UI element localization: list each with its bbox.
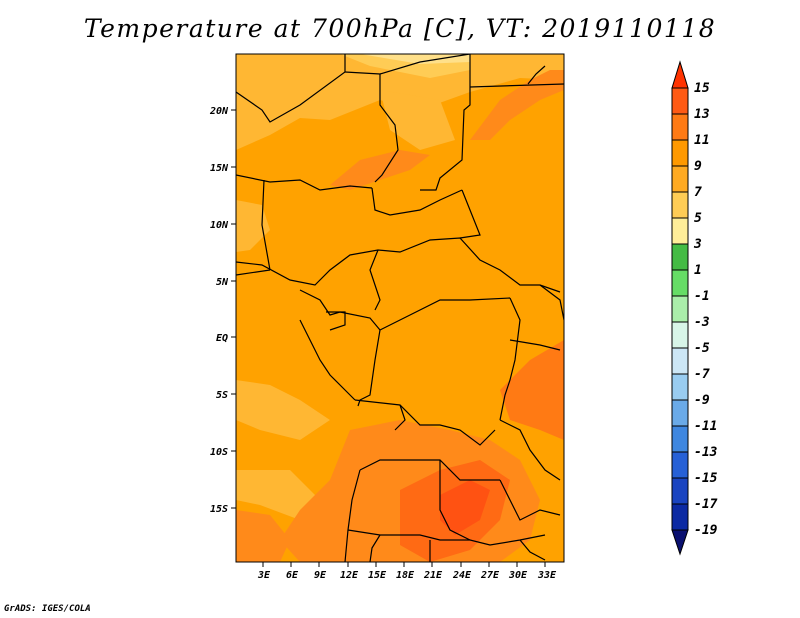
colorbar-label: 13 [694,107,710,122]
colorbar-label: -19 [694,523,718,538]
map-frame [235,53,565,563]
map-title: Temperature at 700hPa [C], VT: 201911011… [83,14,717,43]
axis-ticks [231,109,546,567]
lon-label: 21E [423,570,443,581]
colorbar-label: 5 [694,211,702,226]
lat-label: 20N [209,106,229,117]
colorbar-labels: 15 13 11 9 7 5 3 1 -1 -3 -5 -7 -9 -11 -1… [693,81,718,538]
lon-label: 24E [452,570,472,581]
lon-label: 15E [368,570,387,581]
colorbar-label: 1 [694,263,702,278]
colorbar-segment [671,87,689,115]
colorbar-label: -5 [694,341,710,356]
colorbar-segment [671,451,689,479]
lat-label: 10S [210,447,228,458]
temperature-field [236,54,564,562]
lat-label: 5S [216,390,228,401]
colorbar-segment [671,503,689,531]
colorbar-segment [671,347,689,375]
colorbar-segment [671,165,689,193]
colorbar-label: -9 [694,393,710,408]
colorbar-segment [671,373,689,401]
lon-label: 18E [396,570,415,581]
colorbar-label: -15 [694,471,718,486]
lat-label: 5N [216,277,229,288]
colorbar-label: -13 [694,445,718,460]
colorbar-label: 15 [694,81,710,96]
grads-credit: GrADS: IGES/COLA [4,604,91,614]
colorbar-label: 11 [694,133,710,148]
country-borders [236,54,564,562]
colorbar-top-arrow [671,60,689,89]
lon-label: 33E [537,570,557,581]
colorbar-label: -3 [694,315,710,330]
colorbar-segment [671,243,689,271]
latitude-labels: 20N 15N 10N 5N EQ 5S 10S 15S [209,106,229,515]
colorbar-label: 9 [694,159,702,174]
lat-label: 15N [210,163,229,174]
lat-label: 10N [210,220,229,231]
colorbar-segment [671,269,689,297]
lon-label: 30E [508,570,528,581]
colorbar-segment [671,477,689,505]
lat-label: 15S [210,504,228,515]
colorbar-segment [671,425,689,453]
colorbar-label: -1 [694,289,710,304]
colorbar [671,60,689,556]
lon-label: 12E [340,570,359,581]
colorbar-segment [671,191,689,219]
lon-label: 3E [257,570,271,581]
colorbar-label: 7 [694,185,702,200]
colorbar-label: -11 [694,419,717,434]
longitude-labels: 3E 6E 9E 12E 15E 18E 21E 24E 27E 30E 33E [257,570,557,581]
colorbar-segment [671,321,689,349]
colorbar-label: 3 [693,237,702,252]
colorbar-segment [671,217,689,245]
colorbar-segment [671,295,689,323]
colorbar-segment [671,399,689,427]
colorbar-label: -17 [694,497,718,512]
colorbar-bottom-arrow [671,529,689,556]
lat-label: EQ [216,333,228,344]
lon-label: 9E [314,570,327,581]
lon-label: 6E [286,570,299,581]
lon-label: 27E [480,570,500,581]
colorbar-label: -7 [694,367,710,382]
colorbar-segment [671,113,689,141]
colorbar-segment [671,139,689,167]
